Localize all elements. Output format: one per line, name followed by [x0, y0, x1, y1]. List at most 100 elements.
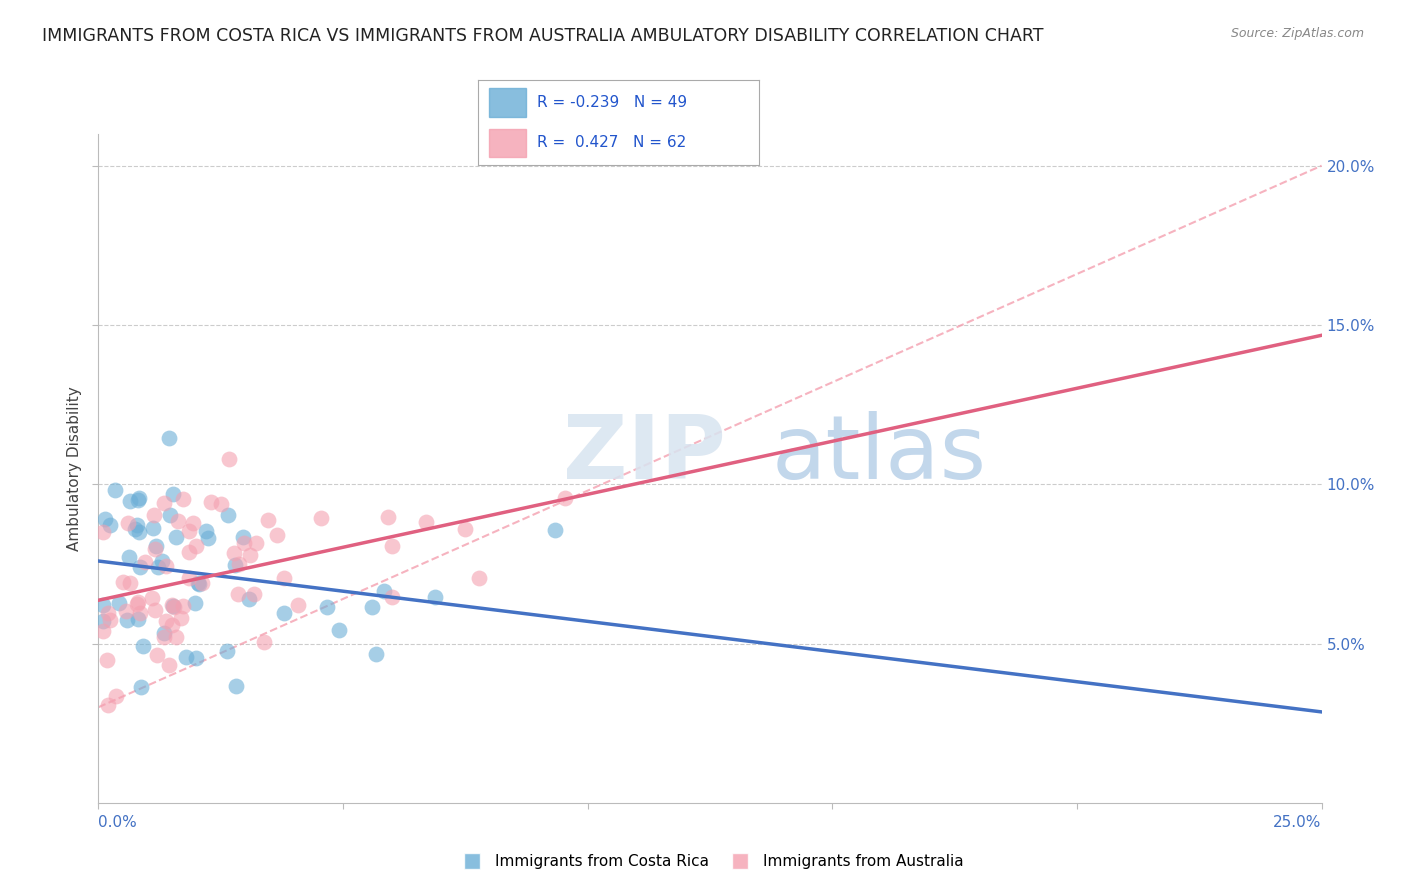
Point	[111, 574, 134, 589]
Point	[162, 486, 184, 500]
Point	[143, 541, 166, 556]
Point	[153, 626, 176, 640]
Point	[183, 596, 205, 610]
Point	[150, 554, 173, 568]
Point	[191, 576, 214, 591]
Point	[364, 647, 387, 661]
Point	[232, 530, 254, 544]
Text: R =  0.427   N = 62: R = 0.427 N = 62	[537, 136, 686, 151]
Point	[377, 510, 399, 524]
Point	[360, 599, 382, 614]
Point	[166, 514, 188, 528]
Point	[165, 530, 187, 544]
Point	[266, 528, 288, 542]
Point	[177, 545, 200, 559]
Point	[273, 571, 295, 585]
Point	[118, 549, 141, 564]
Point	[115, 614, 138, 628]
Point	[170, 611, 193, 625]
Point	[155, 614, 177, 628]
Point	[108, 596, 131, 610]
Point	[177, 570, 200, 584]
Point	[129, 680, 152, 694]
Point	[115, 604, 138, 618]
Point	[97, 698, 120, 712]
Point	[124, 522, 146, 536]
Text: IMMIGRANTS FROM COSTA RICA VS IMMIGRANTS FROM AUSTRALIA AMBULATORY DISABILITY CO: IMMIGRANTS FROM COSTA RICA VS IMMIGRANTS…	[42, 27, 1043, 45]
Point	[125, 518, 148, 533]
Text: 0.0%: 0.0%	[98, 815, 138, 830]
Point	[152, 630, 174, 644]
Point	[373, 584, 395, 599]
Legend: Immigrants from Costa Rica, Immigrants from Australia: Immigrants from Costa Rica, Immigrants f…	[451, 848, 969, 875]
Point	[132, 639, 155, 653]
Point	[197, 532, 219, 546]
Point	[157, 658, 180, 673]
Text: Source: ZipAtlas.com: Source: ZipAtlas.com	[1230, 27, 1364, 40]
Point	[145, 539, 167, 553]
Point	[159, 508, 181, 522]
Point	[153, 496, 176, 510]
Point	[554, 491, 576, 505]
Point	[243, 587, 266, 601]
Point	[381, 590, 404, 604]
Point	[309, 511, 332, 525]
Point	[117, 516, 139, 530]
Point	[129, 560, 152, 574]
Point	[425, 591, 447, 605]
Point	[134, 555, 156, 569]
Point	[468, 571, 491, 585]
Point	[129, 607, 152, 621]
Point	[120, 576, 142, 591]
Point	[226, 586, 249, 600]
Point	[128, 491, 150, 506]
Point	[162, 599, 184, 613]
Point	[245, 536, 267, 550]
Point	[146, 648, 169, 663]
Point	[233, 535, 256, 549]
Point	[141, 591, 163, 605]
Point	[98, 613, 121, 627]
Point	[186, 651, 208, 665]
Point	[184, 539, 207, 553]
Point	[273, 606, 295, 620]
Point	[127, 595, 149, 609]
Point	[179, 524, 201, 538]
Point	[155, 559, 177, 574]
Point	[91, 525, 114, 540]
Point	[159, 431, 181, 445]
Point	[257, 513, 280, 527]
Point	[125, 597, 148, 611]
Point	[253, 635, 276, 649]
Point	[104, 483, 127, 497]
Bar	[489, 88, 526, 117]
Point	[381, 539, 404, 553]
Point	[172, 491, 194, 506]
Point	[225, 680, 247, 694]
Point	[287, 598, 309, 612]
Point	[104, 689, 127, 703]
Point	[97, 606, 120, 620]
Point	[181, 516, 204, 530]
Point	[239, 548, 262, 562]
Y-axis label: Ambulatory Disability: Ambulatory Disability	[67, 386, 83, 550]
Point	[91, 614, 114, 628]
Point	[215, 644, 238, 658]
Point	[200, 495, 222, 509]
Point	[328, 623, 350, 637]
Text: R = -0.239   N = 49: R = -0.239 N = 49	[537, 95, 688, 110]
Point	[128, 524, 150, 539]
Point	[162, 600, 184, 615]
Text: atlas: atlas	[772, 411, 987, 499]
Point	[91, 624, 114, 638]
Point	[454, 522, 477, 536]
Point	[160, 617, 183, 632]
Point	[218, 451, 240, 466]
Point	[222, 546, 245, 560]
Point	[187, 576, 209, 591]
Point	[148, 560, 170, 574]
Point	[127, 612, 149, 626]
Point	[142, 521, 165, 535]
Point	[224, 558, 246, 572]
Point	[143, 508, 166, 522]
